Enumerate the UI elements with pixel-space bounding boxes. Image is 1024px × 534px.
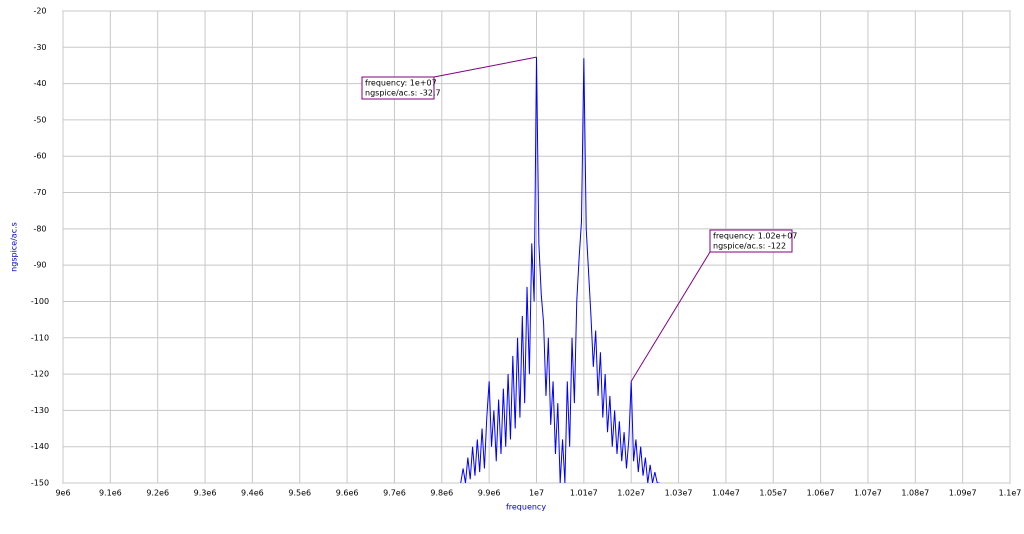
y-tick-label: -110	[31, 333, 49, 342]
x-tick-label: 1.03e7	[665, 489, 693, 498]
x-tick-label: 9.7e6	[383, 489, 406, 498]
x-tick-label: 9e6	[55, 489, 70, 498]
x-tick-label: 1.02e7	[617, 489, 645, 498]
x-tick-label: 9.9e6	[478, 489, 501, 498]
y-tick-label: -90	[33, 261, 46, 270]
y-tick-label: -100	[31, 297, 49, 306]
annotation-text: ngspice/ac.s: -122	[713, 242, 786, 251]
x-tick-label: 1.05e7	[759, 489, 787, 498]
x-tick-label: 9.1e6	[99, 489, 122, 498]
y-tick-label: -50	[33, 115, 46, 124]
y-tick-label: -140	[31, 442, 49, 451]
x-tick-label: 9.6e6	[336, 489, 359, 498]
annotation-leader	[630, 251, 711, 382]
x-tick-label: 1.06e7	[807, 489, 835, 498]
x-tick-label: 9.4e6	[241, 489, 264, 498]
x-tick-label: 1.09e7	[949, 489, 977, 498]
annotation-box	[709, 229, 793, 253]
y-tick-label: -150	[31, 479, 49, 488]
y-tick-label: -40	[33, 79, 46, 88]
x-tick-label: 9.2e6	[146, 489, 169, 498]
x-tick-label: 1.08e7	[901, 489, 929, 498]
y-tick-label: -70	[33, 188, 46, 197]
annotation-text: frequency: 1.02e+07	[713, 232, 797, 241]
y-axis-label: ngspice/ac.s	[10, 222, 19, 272]
x-tick-label: 1e7	[529, 489, 544, 498]
y-tick-label: -30	[33, 43, 46, 52]
x-tick-label: 9.8e6	[430, 489, 453, 498]
y-tick-label: -60	[33, 152, 46, 161]
x-tick-label: 1.1e7	[999, 489, 1022, 498]
y-tick-label: -20	[33, 7, 46, 16]
x-axis-label: frequency	[506, 503, 546, 512]
x-tick-label: 1.04e7	[712, 489, 740, 498]
annotation-box	[361, 76, 435, 100]
x-tick-label: 1.07e7	[854, 489, 882, 498]
y-tick-label: -130	[31, 406, 49, 415]
y-tick-label: -120	[31, 370, 49, 379]
data-line	[460, 57, 660, 483]
y-tick-label: -80	[33, 224, 46, 233]
annotation-leader	[433, 56, 537, 78]
x-tick-label: 9.5e6	[288, 489, 311, 498]
annotation-text: frequency: 1e+07	[365, 79, 437, 88]
annotation-text: ngspice/ac.s: -32.7	[365, 89, 441, 98]
x-tick-label: 9.3e6	[194, 489, 217, 498]
plot-clip	[460, 57, 660, 483]
x-tick-label: 1.01e7	[570, 489, 598, 498]
